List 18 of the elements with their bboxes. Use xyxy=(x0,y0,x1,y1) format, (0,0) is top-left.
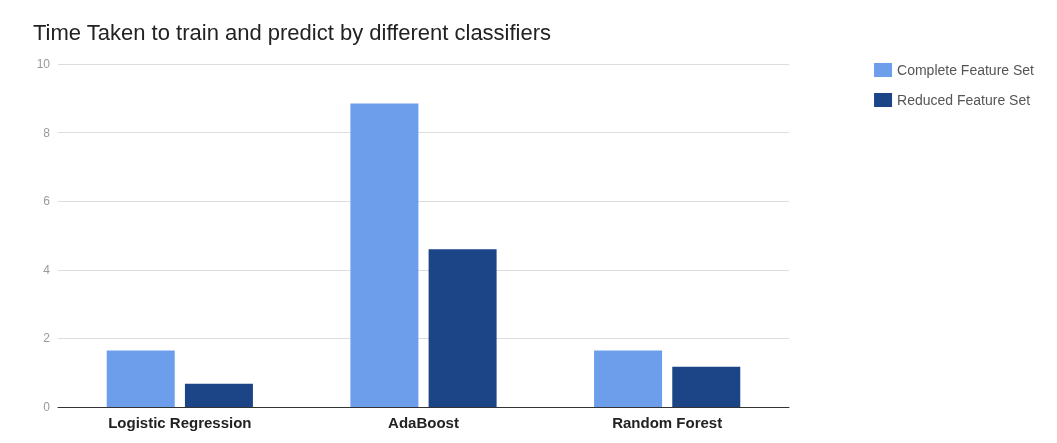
x-tick-label: Logistic Regression xyxy=(108,414,252,431)
legend-label: Reduced Feature Set xyxy=(897,92,1031,108)
y-tick-label: 8 xyxy=(43,125,51,140)
x-tick-label: AdaBoost xyxy=(388,414,459,431)
y-tick-label: 4 xyxy=(43,262,51,277)
bar xyxy=(350,103,419,407)
x-tick-label: Random Forest xyxy=(612,414,723,431)
bar xyxy=(106,350,175,407)
y-tick-label: 10 xyxy=(36,57,51,71)
bar xyxy=(594,350,663,407)
chart-title: Time Taken to train and predict by different classifiers xyxy=(33,19,552,45)
bar xyxy=(184,383,253,407)
bar xyxy=(672,366,741,407)
y-tick-label: 0 xyxy=(43,400,51,414)
y-tick-label: 6 xyxy=(43,194,51,209)
bar xyxy=(428,249,497,407)
y-tick-label: 2 xyxy=(43,331,51,346)
legend-label: Complete Feature Set xyxy=(897,62,1035,78)
